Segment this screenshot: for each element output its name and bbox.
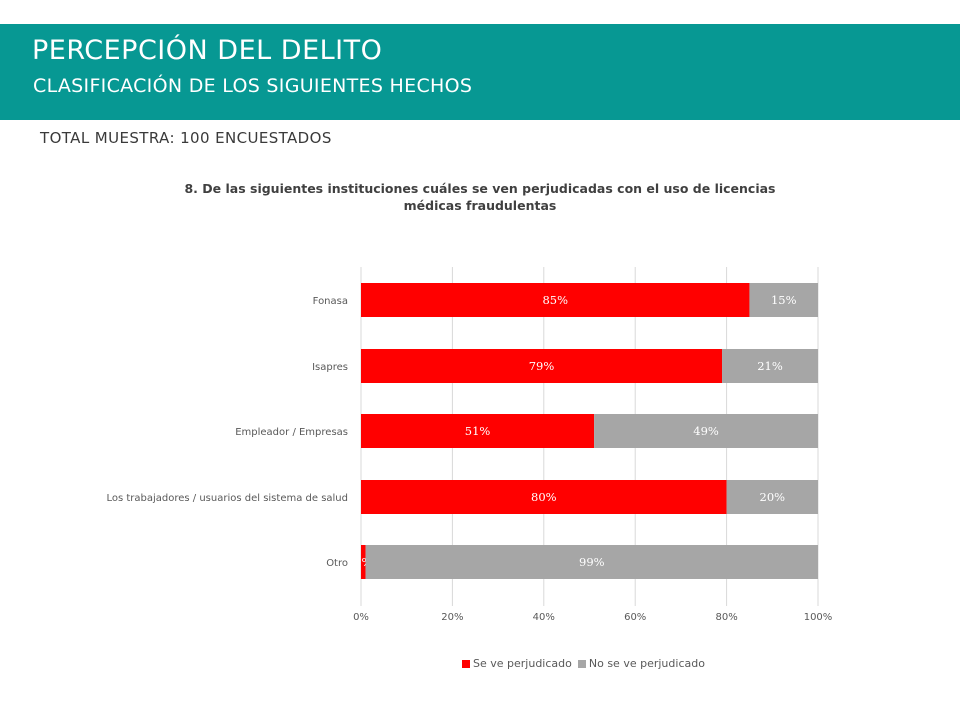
page-subtitle: CLASIFICACIÓN DE LOS SIGUIENTES HECHOS	[33, 75, 473, 97]
bar-perjudicado	[361, 349, 723, 383]
header-band	[0, 24, 960, 120]
chart-legend: Se ve perjudicado No se ve perjudicado	[462, 657, 711, 670]
data-label: 85%	[542, 293, 568, 307]
data-label: 15%	[771, 293, 797, 307]
legend-label: No se ve perjudicado	[588, 657, 705, 670]
bar-perjudicado	[361, 545, 366, 579]
bar-perjudicado	[361, 414, 595, 448]
bar-perjudicado	[361, 283, 750, 317]
legend-label: Se ve perjudicado	[473, 657, 572, 670]
legend-item-se-ve-perjudicado: Se ve perjudicado	[462, 657, 572, 670]
page-title: PERCEPCIÓN DEL DELITO	[32, 35, 383, 66]
bar-no-perjudicado	[749, 283, 818, 317]
data-label: 79%	[529, 359, 555, 373]
category-label: Isapres	[312, 362, 348, 373]
category-label: Otro	[326, 558, 348, 569]
bar-no-perjudicado	[594, 414, 818, 448]
data-label: 20%	[760, 490, 786, 504]
x-tick-label: 0%	[353, 612, 369, 623]
x-tick-label: 20%	[441, 612, 463, 623]
legend-swatch-red	[462, 659, 470, 668]
bar-perjudicado	[361, 480, 727, 514]
x-tick-label: 60%	[624, 612, 646, 623]
category-label: Los trabajadores / usuarios del sistema …	[106, 493, 348, 504]
legend-swatch-gray	[577, 659, 586, 668]
bar-no-perjudicado	[722, 349, 818, 383]
data-label: 21%	[757, 359, 783, 373]
data-label: 80%	[531, 490, 557, 504]
category-label: Empleador / Empresas	[235, 427, 348, 438]
data-label: 99%	[579, 555, 605, 569]
chart-title: 8. De las siguientes instituciones cuále…	[184, 181, 776, 213]
data-label: 51%	[465, 424, 491, 438]
data-label: 49%	[693, 424, 719, 438]
x-tick-label: 40%	[533, 612, 555, 623]
x-tick-label: 100%	[804, 612, 833, 623]
bar-no-perjudicado	[726, 480, 818, 514]
bar-no-perjudicado	[365, 545, 818, 579]
category-label: Fonasa	[313, 296, 348, 307]
legend-item-no-se-ve-perjudicado: No se ve perjudicado	[577, 657, 705, 670]
sample-note: TOTAL MUESTRA: 100 ENCUESTADOS	[40, 129, 332, 147]
x-tick-label: 80%	[715, 612, 737, 623]
